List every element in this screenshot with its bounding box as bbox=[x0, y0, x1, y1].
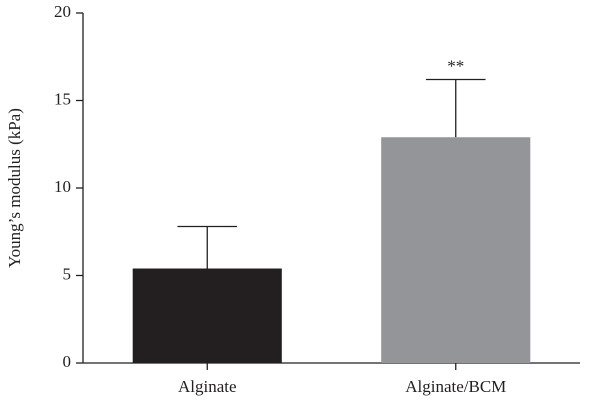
x-tick-label: Alginate/BCM bbox=[405, 377, 506, 396]
annotation: ** bbox=[447, 56, 464, 75]
y-tick-label: 10 bbox=[54, 177, 71, 196]
y-axis-label: Young’s modulus (kPa) bbox=[5, 108, 24, 268]
x-tick-label: Alginate bbox=[178, 377, 237, 396]
y-tick-label: 5 bbox=[63, 264, 72, 283]
y-tick-label: 15 bbox=[54, 89, 71, 108]
bar bbox=[381, 137, 531, 363]
y-tick-label: 0 bbox=[63, 352, 72, 371]
y-tick-label: 20 bbox=[54, 2, 71, 21]
bar bbox=[132, 268, 282, 363]
